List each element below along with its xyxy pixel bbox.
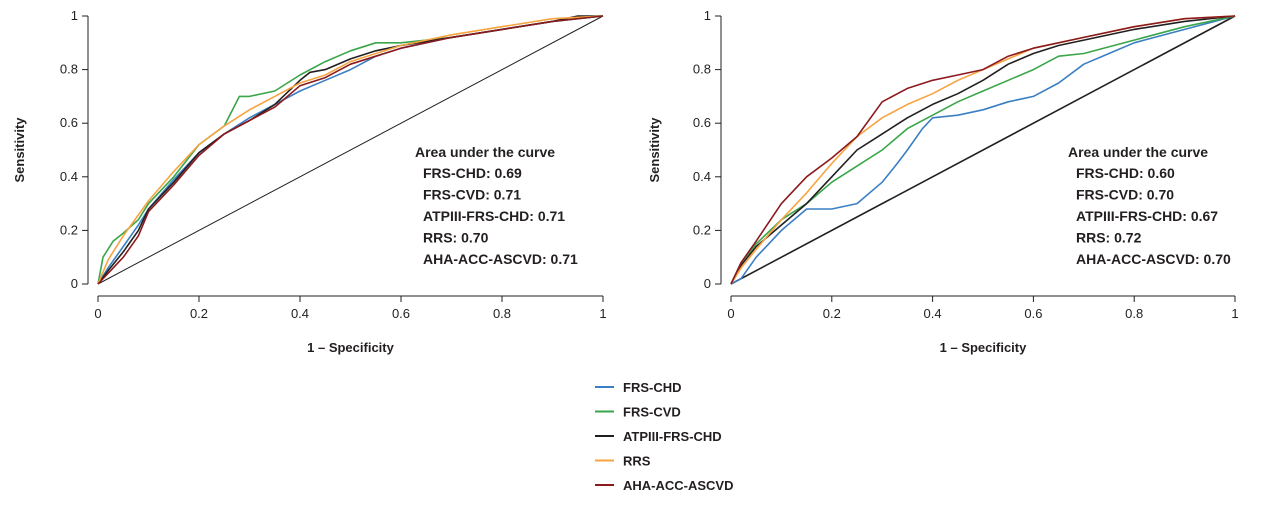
auc-value: FRS-CHD: 0.60: [1076, 165, 1175, 181]
auc-value: ATPIII-FRS-CHD: 0.67: [1076, 208, 1218, 224]
x-tick-label: 0.2: [190, 306, 208, 321]
y-tick-label: 1: [71, 8, 78, 23]
auc-value: AHA-ACC-ASCVD: 0.70: [1076, 251, 1231, 267]
x-tick-label: 0.4: [291, 306, 309, 321]
roc-curve-aha-acc-ascvd: [730, 15, 1236, 285]
roc-panel-left: 0 0.2 0.4 0.6 0.8 1 0 0.2 0.4 0.6 0.8 1 1 – Specific…: [12, 8, 607, 355]
reference-diagonal: [97, 15, 604, 285]
y-axis-label: Sensitivity: [12, 117, 27, 183]
auc-value: RRS: 0.70: [423, 230, 489, 246]
reference-diagonal: [730, 15, 1236, 285]
x-tick-label: 0: [94, 306, 101, 321]
y-tick-label: 0.4: [60, 169, 78, 184]
y-axis-label: Sensitivity: [647, 117, 662, 183]
y-tick-label: 0: [704, 276, 711, 291]
y-tick-label: 0.8: [693, 62, 711, 77]
x-tick-label: 0.8: [1125, 306, 1143, 321]
y-tick-label: 0.8: [60, 62, 78, 77]
legend-label: FRS-CHD: [623, 380, 682, 395]
legend-label: RRS: [623, 454, 651, 469]
x-tick-label: 1: [599, 306, 606, 321]
x-tick-label: 0.6: [1024, 306, 1042, 321]
legend: FRS-CHD FRS-CVD ATPIII-FRS-CHD RRS AHA-ACC-A…: [595, 380, 734, 493]
x-tick-label: 0.4: [924, 306, 942, 321]
roc-curve-frs-chd: [730, 15, 1236, 285]
roc-curve-aha-acc-ascvd: [97, 15, 604, 285]
y-tick-label: 0.2: [60, 222, 78, 237]
roc-panel-right: 0 0.2 0.4 0.6 0.8 1 0 0.2 0.4 0.6 0.8 1 1 – Specific…: [647, 8, 1239, 355]
auc-value: ATPIII-FRS-CHD: 0.71: [423, 208, 565, 224]
roc-curve-rrs: [97, 15, 604, 285]
auc-title: Area under the curve: [1068, 144, 1208, 160]
x-axis-label: 1 – Specificity: [940, 340, 1027, 355]
x-tick-label: 0.6: [392, 306, 410, 321]
x-axis-label: 1 – Specificity: [307, 340, 394, 355]
x-tick-label: 1: [1231, 306, 1238, 321]
legend-label: AHA-ACC-ASCVD: [623, 478, 734, 493]
x-tick-label: 0: [727, 306, 734, 321]
auc-value: FRS-CVD: 0.70: [1076, 187, 1174, 203]
x-tick-label: 0.8: [493, 306, 511, 321]
legend-label: ATPIII-FRS-CHD: [623, 429, 722, 444]
y-tick-label: 0.6: [693, 115, 711, 130]
legend-label: FRS-CVD: [623, 405, 681, 420]
auc-value: RRS: 0.72: [1076, 230, 1142, 246]
y-tick-label: 0: [71, 276, 78, 291]
x-tick-label: 0.2: [823, 306, 841, 321]
y-tick-label: 0.4: [693, 169, 711, 184]
y-tick-label: 0.6: [60, 115, 78, 130]
auc-value: FRS-CHD: 0.69: [423, 165, 522, 181]
y-tick-label: 0.2: [693, 222, 711, 237]
roc-curve-atpiii-frs-chd: [730, 15, 1236, 285]
y-tick-label: 1: [704, 8, 711, 23]
auc-value: FRS-CVD: 0.71: [423, 187, 521, 203]
auc-value: AHA-ACC-ASCVD: 0.71: [423, 251, 578, 267]
auc-title: Area under the curve: [415, 144, 555, 160]
